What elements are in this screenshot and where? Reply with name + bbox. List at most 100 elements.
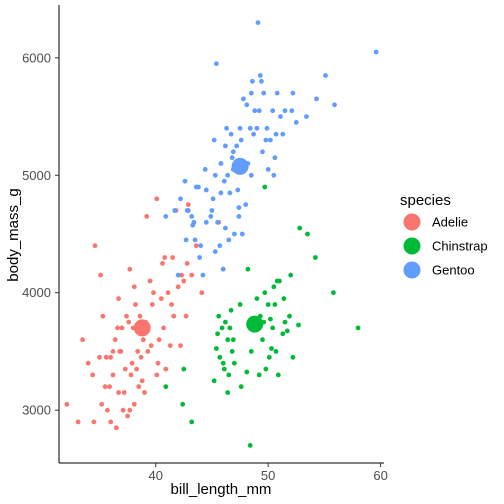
adelie-point [129,360,135,366]
adelie-point [127,266,133,272]
gentoo-point [272,155,278,161]
chinstrap-point [219,325,225,331]
adelie-point [102,384,108,390]
gentoo-point [185,208,191,213]
adelie-point [108,419,114,425]
x-axis-title: bill_length_mm [171,481,272,498]
adelie-point [85,360,91,366]
gentoo-point [225,172,231,178]
legend-key-gentoo [403,261,421,279]
means-layer [133,157,264,337]
adelie-point [133,302,138,307]
gentoo-point [261,90,267,96]
adelie-point [80,337,85,343]
chinstrap-point [272,302,278,307]
adelie-point [127,407,133,413]
gentoo-point [182,178,188,184]
gentoo-mean-point [231,157,249,175]
axes [58,5,384,464]
gentoo-point [260,149,265,155]
chinstrap-point [254,296,260,301]
gentoo-point [183,237,189,243]
chinstrap-point [262,184,268,190]
chinstrap-point [282,319,288,325]
gentoo-point [236,205,242,211]
adelie-point [148,343,154,348]
adelie-point [165,290,171,296]
adelie-point [110,349,116,354]
adelie-point [142,390,147,395]
adelie-point [181,278,187,284]
x-tick-label: 40 [148,468,162,483]
chinstrap-point [273,349,279,354]
gentoo-point [270,108,276,114]
gentoo-point [214,61,219,67]
adelie-point [90,372,96,378]
chinstrap-point [248,349,254,354]
adelie-point [189,272,195,278]
chinstrap-point [181,366,187,372]
y-axis-title: body_mass_g [5,188,22,281]
chinstrap-point [266,354,272,360]
gentoo-point [265,167,271,172]
gentoo-point [251,131,256,137]
adelie-point [120,407,126,413]
gentoo-point [278,114,283,119]
chinstrap-point [262,290,268,296]
adelie-point [131,401,137,407]
adelie-point [125,413,130,419]
adelie-point [161,325,167,331]
adelie-point [138,354,144,360]
gentoo-point [212,172,218,178]
gentoo-point [290,90,296,96]
adelie-point [118,349,124,354]
chinstrap-point [228,307,234,313]
adelie-point [108,354,114,360]
chinstrap-point [232,360,237,366]
chinstrap-point [297,225,303,231]
gentoo-point [259,78,264,84]
chinstrap-point [225,337,231,343]
chinstrap-point [265,302,271,307]
adelie-point [167,343,173,348]
chinstrap-point [247,443,253,448]
chinstrap-point [260,337,265,343]
adelie-point [156,337,162,343]
gentoo-point [247,125,253,131]
gentoo-point [268,137,273,143]
gentoo-point [323,73,328,78]
gentoo-point [223,143,228,149]
adelie-point [124,313,129,319]
adelie-point [98,272,103,278]
adelie-point [170,255,176,260]
adelie-point [103,354,109,360]
gentoo-point [250,78,255,84]
adelie-point [126,319,132,325]
chinstrap-point [180,401,186,407]
gentoo-point [211,137,217,143]
x-tick-label: 60 [373,468,387,483]
chinstrap-point [284,328,290,334]
gentoo-point [220,266,226,272]
gentoo-point [175,272,181,278]
chinstrap-point [163,384,169,390]
adelie-point [107,384,112,390]
adelie-point [158,296,164,301]
adelie-point [140,337,146,343]
gentoo-point [248,90,254,96]
gentoo-point [178,196,183,202]
chinstrap-point [220,360,226,366]
gentoo-point [252,108,258,114]
gentoo-point [332,102,337,108]
adelie-point [184,261,190,266]
gentoo-point [282,108,288,114]
adelie-point [75,419,81,425]
adelie-point [139,378,145,384]
chinstrap-point [189,419,195,425]
chinstrap-point [290,354,296,360]
adelie-point [105,407,110,413]
chinstrap-point [256,372,262,378]
gentoo-point [226,237,232,243]
adelie-point [154,196,160,202]
gentoo-point [280,131,286,137]
